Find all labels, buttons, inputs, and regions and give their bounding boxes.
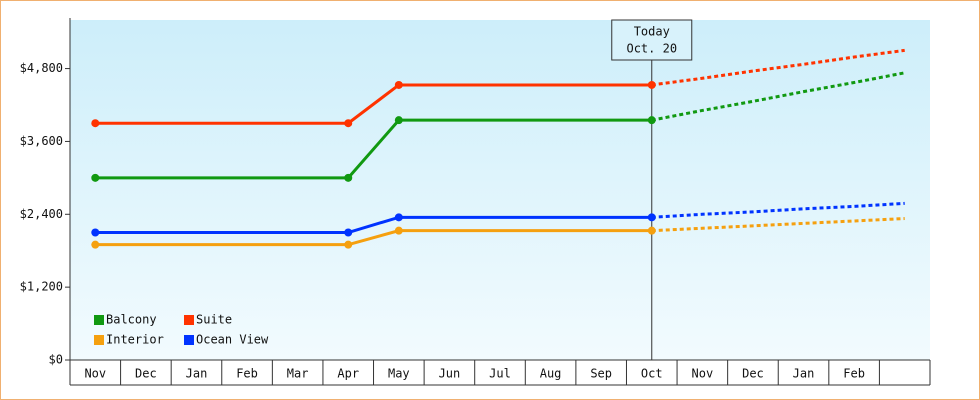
series-line	[95, 118, 652, 180]
legend-label: Interior	[106, 333, 164, 347]
legend-label: Suite	[196, 313, 232, 327]
x-tick-label: Apr	[337, 367, 359, 381]
point	[394, 80, 403, 89]
point	[394, 226, 403, 235]
series-line	[651, 48, 905, 87]
series-line	[651, 201, 905, 219]
x-tick-label: Oct	[641, 367, 663, 381]
x-tick-label: Jan	[793, 367, 815, 381]
point	[647, 116, 656, 125]
legend-swatch	[94, 315, 104, 325]
point	[647, 80, 656, 89]
x-tick-label: Jul	[489, 367, 511, 381]
x-tick-label: Sep	[590, 367, 612, 381]
x-tick-label: Nov	[692, 367, 714, 381]
y-tick-label: $3,600	[20, 134, 63, 148]
legend-swatch	[184, 335, 194, 345]
point	[647, 226, 656, 235]
y-tick-label: $4,800	[20, 61, 63, 75]
series-line	[95, 229, 652, 247]
x-tick-label: May	[388, 367, 410, 381]
point	[91, 119, 100, 128]
today-label: Today	[634, 25, 670, 39]
x-tick-label: Feb	[236, 367, 258, 381]
series-line	[651, 217, 905, 233]
x-tick-label: Feb	[843, 367, 865, 381]
series-line	[95, 83, 652, 125]
today-label: Oct. 20	[626, 42, 677, 56]
point	[344, 119, 353, 128]
point	[91, 228, 100, 237]
x-tick-label: Mar	[287, 367, 309, 381]
series-line	[651, 71, 905, 122]
x-tick-label: Jun	[439, 367, 461, 381]
y-tick-label: $1,200	[20, 280, 63, 294]
legend-swatch	[94, 335, 104, 345]
plot-area	[70, 20, 930, 360]
y-tick-label: $2,400	[20, 207, 63, 221]
point	[394, 213, 403, 222]
point	[91, 173, 100, 182]
today-box	[611, 19, 693, 61]
legend-label: Ocean View	[196, 333, 269, 347]
series-line	[95, 215, 652, 234]
legend-label: Balcony	[106, 313, 157, 327]
x-tick-label: Dec	[135, 367, 157, 381]
point	[394, 116, 403, 125]
point	[344, 240, 353, 249]
x-tick-label: Dec	[742, 367, 764, 381]
point	[647, 213, 656, 222]
point	[344, 173, 353, 182]
point	[91, 240, 100, 249]
legend-swatch	[184, 315, 194, 325]
y-tick-label: $0	[49, 353, 63, 367]
point	[344, 228, 353, 237]
x-tick-label: Aug	[540, 367, 562, 381]
x-tick-label: Nov	[84, 367, 106, 381]
x-tick-label: Jan	[186, 367, 208, 381]
